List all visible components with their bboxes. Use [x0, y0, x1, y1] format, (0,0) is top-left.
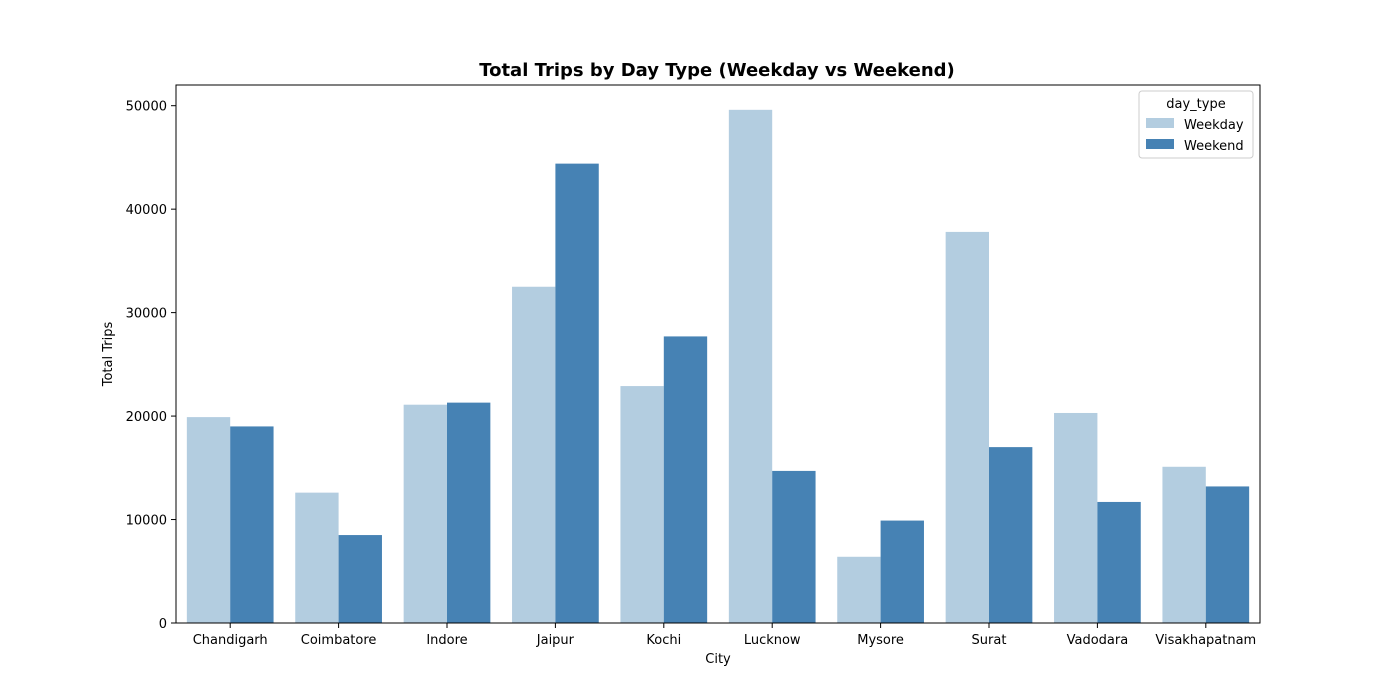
x-tick-label: Coimbatore: [301, 633, 377, 648]
bar-weekend-kochi: [663, 336, 708, 623]
x-tick-label: Surat: [972, 633, 1007, 648]
legend-swatch-weekday: [1146, 118, 1174, 128]
bar-weekday-indore: [403, 404, 447, 623]
bar-weekend-chandigarh: [230, 426, 274, 623]
x-tick-label: Vadodara: [1067, 633, 1129, 648]
bar-weekday-coimbatore: [295, 492, 339, 623]
bar-weekday-kochi: [620, 386, 664, 623]
plot-frame: [175, 84, 1261, 624]
y-tick-label: 10000: [126, 514, 167, 529]
legend: day_type Weekday Weekend: [1138, 90, 1254, 159]
y-tick-label: 30000: [126, 307, 167, 322]
y-tick-label: 50000: [126, 100, 167, 115]
x-axis-label: City: [705, 652, 731, 667]
legend-title: day_type: [1166, 97, 1225, 112]
bar-weekday-surat: [945, 231, 989, 623]
y-tick-label: 20000: [126, 410, 167, 425]
legend-swatch-weekend: [1146, 139, 1174, 149]
bar-weekend-vadodara: [1097, 501, 1141, 623]
bar-weekday-visakhapatnam: [1162, 466, 1206, 623]
x-tick-label: Lucknow: [744, 633, 801, 648]
x-tick-label: Mysore: [857, 633, 904, 648]
x-tick-label: Indore: [426, 633, 467, 648]
bar-weekday-lucknow: [728, 109, 773, 624]
bar-weekend-visakhapatnam: [1205, 486, 1250, 623]
y-tick-label: 0: [159, 617, 167, 632]
legend-label-weekend: Weekend: [1184, 139, 1244, 154]
bar-weekday-chandigarh: [186, 417, 231, 623]
bar-weekend-coimbatore: [338, 535, 382, 623]
bar-weekday-jaipur: [512, 286, 556, 623]
y-axis: 0 10000 20000 30000 40000 50000: [126, 100, 176, 632]
bar-weekend-lucknow: [772, 470, 816, 623]
y-tick-label: 40000: [126, 203, 167, 218]
x-tick-label: Jaipur: [536, 633, 575, 648]
legend-label-weekday: Weekday: [1184, 118, 1244, 133]
bars-group: [186, 109, 1250, 624]
bar-weekday-vadodara: [1054, 412, 1098, 623]
x-axis: Chandigarh Coimbatore Indore Jaipur Kochi Luc…: [193, 623, 1256, 648]
bar-weekend-indore: [447, 402, 491, 623]
chart-title: Total Trips by Day Type (Weekday vs Week…: [479, 60, 955, 81]
x-tick-label: Kochi: [646, 633, 681, 648]
bar-weekday-mysore: [837, 556, 881, 623]
x-tick-label: Chandigarh: [193, 633, 268, 648]
bar-weekend-mysore: [880, 520, 924, 623]
x-tick-label: Visakhapatnam: [1155, 633, 1256, 648]
bar-weekend-jaipur: [555, 163, 599, 623]
bar-weekend-surat: [989, 447, 1033, 623]
y-axis-label: Total Trips: [101, 322, 116, 388]
